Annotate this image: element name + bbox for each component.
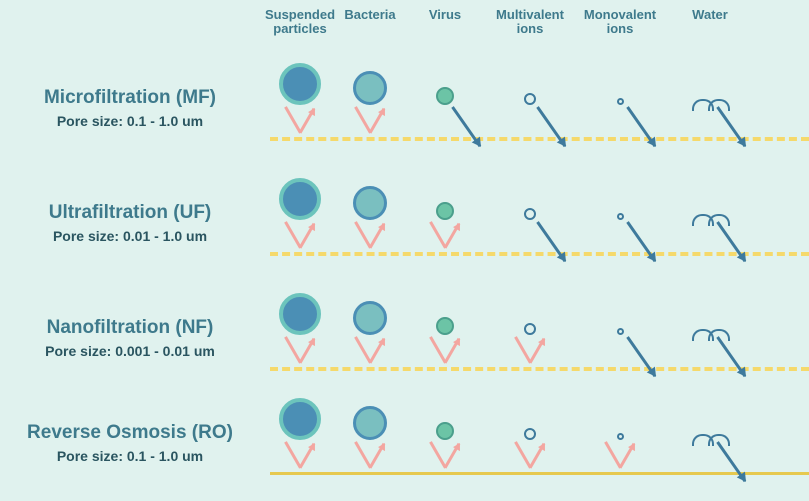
mono-particle-icon xyxy=(617,213,624,220)
membrane-line xyxy=(270,472,809,475)
multi-particle-icon xyxy=(524,208,536,220)
column-header-multi: Multivalent ions xyxy=(490,8,570,37)
bounce-segment-icon xyxy=(284,336,301,363)
membrane-line xyxy=(270,137,809,141)
bounce-segment-icon xyxy=(354,106,371,133)
pass-arrow-icon xyxy=(716,336,746,377)
bounce-segment-icon xyxy=(354,336,371,363)
row-title: Ultrafiltration (UF) xyxy=(0,202,260,224)
bounce-arrow-up-icon xyxy=(529,338,545,363)
water-wave-icon xyxy=(692,214,728,224)
pass-arrow-icon xyxy=(626,336,656,377)
bounce-arrow-up-icon xyxy=(299,443,315,468)
pass-arrow-icon xyxy=(716,106,746,147)
bounce-segment-icon xyxy=(604,441,621,468)
mono-particle-icon xyxy=(617,433,624,440)
virus-particle-icon xyxy=(436,422,454,440)
bounce-segment-icon xyxy=(429,221,446,248)
row-label-1: Ultrafiltration (UF) Pore size: 0.01 - 1.… xyxy=(0,202,260,244)
mono-particle-icon xyxy=(617,328,624,335)
bounce-arrow-up-icon xyxy=(529,443,545,468)
multi-particle-icon xyxy=(524,428,536,440)
multi-particle-icon xyxy=(524,93,536,105)
row-title: Nanofiltration (NF) xyxy=(0,317,260,339)
water-wave-icon xyxy=(692,329,728,339)
water-wave-icon xyxy=(692,434,728,444)
pass-arrow-icon xyxy=(626,221,656,262)
water-wave-icon xyxy=(692,99,728,109)
pass-arrow-icon xyxy=(536,221,566,262)
bounce-segment-icon xyxy=(354,441,371,468)
bounce-arrow-up-icon xyxy=(444,338,460,363)
bounce-arrow-up-icon xyxy=(619,443,635,468)
suspended-particle-icon xyxy=(279,178,321,220)
row-subtitle: Pore size: 0.01 - 1.0 um xyxy=(0,228,260,244)
bounce-arrow-up-icon xyxy=(299,338,315,363)
row-title: Microfiltration (MF) xyxy=(0,87,260,109)
bounce-segment-icon xyxy=(284,441,301,468)
mono-particle-icon xyxy=(617,98,624,105)
bounce-arrow-up-icon xyxy=(369,108,385,133)
bounce-segment-icon xyxy=(429,336,446,363)
bounce-arrow-up-icon xyxy=(299,223,315,248)
column-header-virus: Virus xyxy=(405,8,485,22)
pass-arrow-icon xyxy=(626,106,656,147)
pass-arrow-icon xyxy=(716,221,746,262)
column-header-suspended: Suspended particles xyxy=(260,8,340,37)
column-header-mono: Monovalent ions xyxy=(580,8,660,37)
bounce-segment-icon xyxy=(514,441,531,468)
virus-particle-icon xyxy=(436,87,454,105)
bounce-segment-icon xyxy=(514,336,531,363)
bounce-arrow-up-icon xyxy=(369,338,385,363)
suspended-particle-icon xyxy=(279,398,321,440)
virus-particle-icon xyxy=(436,317,454,335)
row-title: Reverse Osmosis (RO) xyxy=(0,422,260,444)
pass-arrow-icon xyxy=(716,441,746,482)
suspended-particle-icon xyxy=(279,63,321,105)
virus-particle-icon xyxy=(436,202,454,220)
row-subtitle: Pore size: 0.1 - 1.0 um xyxy=(0,448,260,464)
bounce-arrow-up-icon xyxy=(444,223,460,248)
suspended-particle-icon xyxy=(279,293,321,335)
bounce-arrow-up-icon xyxy=(369,223,385,248)
bounce-segment-icon xyxy=(284,106,301,133)
pass-arrow-icon xyxy=(536,106,566,147)
bounce-segment-icon xyxy=(429,441,446,468)
bacteria-particle-icon xyxy=(353,406,387,440)
bounce-arrow-up-icon xyxy=(299,108,315,133)
pass-arrow-icon xyxy=(451,106,481,147)
bacteria-particle-icon xyxy=(353,186,387,220)
row-label-2: Nanofiltration (NF) Pore size: 0.001 - 0.… xyxy=(0,317,260,359)
row-subtitle: Pore size: 0.1 - 1.0 um xyxy=(0,113,260,129)
membrane-line xyxy=(270,252,809,256)
column-header-water: Water xyxy=(670,8,750,22)
row-label-3: Reverse Osmosis (RO) Pore size: 0.1 - 1.0… xyxy=(0,422,260,464)
bacteria-particle-icon xyxy=(353,301,387,335)
bounce-arrow-up-icon xyxy=(369,443,385,468)
multi-particle-icon xyxy=(524,323,536,335)
bacteria-particle-icon xyxy=(353,71,387,105)
bounce-arrow-up-icon xyxy=(444,443,460,468)
membrane-line xyxy=(270,367,809,371)
bounce-segment-icon xyxy=(354,221,371,248)
row-label-0: Microfiltration (MF) Pore size: 0.1 - 1.0… xyxy=(0,87,260,129)
column-header-bacteria: Bacteria xyxy=(330,8,410,22)
row-subtitle: Pore size: 0.001 - 0.01 um xyxy=(0,343,260,359)
bounce-segment-icon xyxy=(284,221,301,248)
